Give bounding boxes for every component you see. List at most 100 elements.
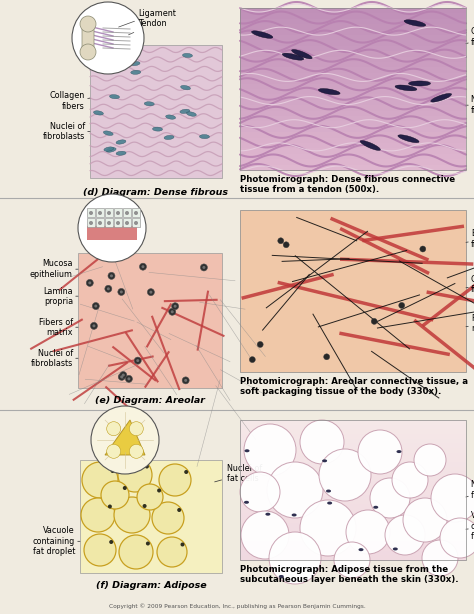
- Bar: [240, 448, 466, 453]
- Bar: [114, 218, 122, 227]
- Circle shape: [108, 273, 115, 279]
- Circle shape: [126, 375, 132, 383]
- Circle shape: [120, 375, 123, 378]
- Bar: [87, 226, 137, 240]
- Ellipse shape: [200, 134, 210, 139]
- Circle shape: [107, 422, 121, 436]
- Bar: [240, 95, 466, 100]
- Circle shape: [371, 319, 377, 324]
- Circle shape: [283, 242, 289, 248]
- Circle shape: [116, 211, 120, 215]
- Circle shape: [88, 281, 91, 284]
- Bar: [240, 467, 466, 472]
- Text: Vacuole
containing
fat droplet: Vacuole containing fat droplet: [466, 511, 474, 542]
- Bar: [240, 165, 466, 171]
- Ellipse shape: [186, 112, 196, 116]
- Ellipse shape: [279, 575, 284, 578]
- Ellipse shape: [166, 115, 175, 119]
- Circle shape: [422, 540, 458, 576]
- Bar: [240, 46, 466, 52]
- Circle shape: [241, 511, 289, 559]
- Bar: [240, 122, 466, 127]
- Circle shape: [120, 371, 127, 379]
- Circle shape: [358, 430, 402, 474]
- Circle shape: [399, 303, 405, 308]
- Ellipse shape: [409, 81, 430, 86]
- Ellipse shape: [244, 501, 249, 504]
- Circle shape: [420, 246, 426, 252]
- Bar: [90, 45, 222, 178]
- Circle shape: [92, 324, 95, 327]
- Circle shape: [107, 445, 121, 458]
- Bar: [240, 51, 466, 57]
- Circle shape: [169, 308, 176, 315]
- Ellipse shape: [116, 140, 126, 144]
- Circle shape: [134, 211, 138, 215]
- Text: Nuclei of
fat cells: Nuclei of fat cells: [215, 464, 262, 483]
- Circle shape: [101, 481, 129, 509]
- Bar: [240, 420, 466, 560]
- Bar: [240, 56, 466, 63]
- Circle shape: [177, 508, 181, 512]
- Bar: [240, 8, 466, 170]
- Circle shape: [392, 462, 428, 498]
- Ellipse shape: [252, 31, 273, 38]
- Bar: [240, 84, 466, 90]
- Ellipse shape: [104, 147, 114, 151]
- Bar: [240, 154, 466, 160]
- Ellipse shape: [265, 513, 270, 516]
- Circle shape: [278, 238, 284, 244]
- Circle shape: [91, 406, 159, 474]
- Circle shape: [385, 515, 425, 555]
- Text: Tendon: Tendon: [128, 20, 166, 35]
- Circle shape: [98, 221, 102, 225]
- Circle shape: [72, 2, 144, 74]
- Circle shape: [269, 532, 321, 584]
- Bar: [240, 527, 466, 532]
- Circle shape: [240, 472, 280, 512]
- Circle shape: [267, 462, 323, 518]
- Ellipse shape: [282, 53, 304, 60]
- Circle shape: [91, 322, 98, 329]
- Circle shape: [181, 543, 184, 546]
- Text: Lamina
propria: Lamina propria: [44, 287, 78, 306]
- Bar: [240, 149, 466, 154]
- Ellipse shape: [404, 20, 426, 26]
- Circle shape: [125, 221, 129, 225]
- Circle shape: [147, 289, 155, 296]
- Circle shape: [107, 221, 111, 225]
- Bar: [240, 62, 466, 68]
- Bar: [240, 210, 466, 372]
- Circle shape: [202, 266, 205, 269]
- Ellipse shape: [109, 95, 119, 99]
- Circle shape: [110, 274, 113, 278]
- Text: Ligament: Ligament: [118, 9, 176, 27]
- Bar: [87, 208, 95, 217]
- Bar: [240, 14, 466, 19]
- Bar: [240, 518, 466, 523]
- Text: Fibroblast
nuclei: Fibroblast nuclei: [466, 314, 474, 333]
- Text: Photomicrograph: Adipose tissue from the
subcutaneous layer beneath the skin (33: Photomicrograph: Adipose tissue from the…: [240, 565, 459, 585]
- Bar: [240, 476, 466, 481]
- Ellipse shape: [182, 53, 192, 58]
- Circle shape: [300, 500, 356, 556]
- Circle shape: [157, 489, 161, 492]
- Ellipse shape: [360, 141, 381, 150]
- Bar: [87, 218, 95, 227]
- Circle shape: [134, 221, 138, 225]
- Bar: [240, 8, 466, 14]
- Circle shape: [149, 290, 152, 293]
- Bar: [240, 89, 466, 95]
- Ellipse shape: [164, 135, 174, 139]
- Bar: [240, 542, 466, 546]
- Circle shape: [118, 458, 152, 492]
- Ellipse shape: [153, 127, 163, 131]
- Bar: [240, 41, 466, 46]
- Circle shape: [119, 535, 153, 569]
- Bar: [240, 457, 466, 462]
- Bar: [105, 218, 113, 227]
- Circle shape: [118, 289, 125, 295]
- Circle shape: [118, 373, 125, 380]
- Circle shape: [105, 286, 112, 292]
- Text: Photomicrograph: Areolar connective tissue, a
soft packaging tissue of the body : Photomicrograph: Areolar connective tiss…: [240, 377, 468, 397]
